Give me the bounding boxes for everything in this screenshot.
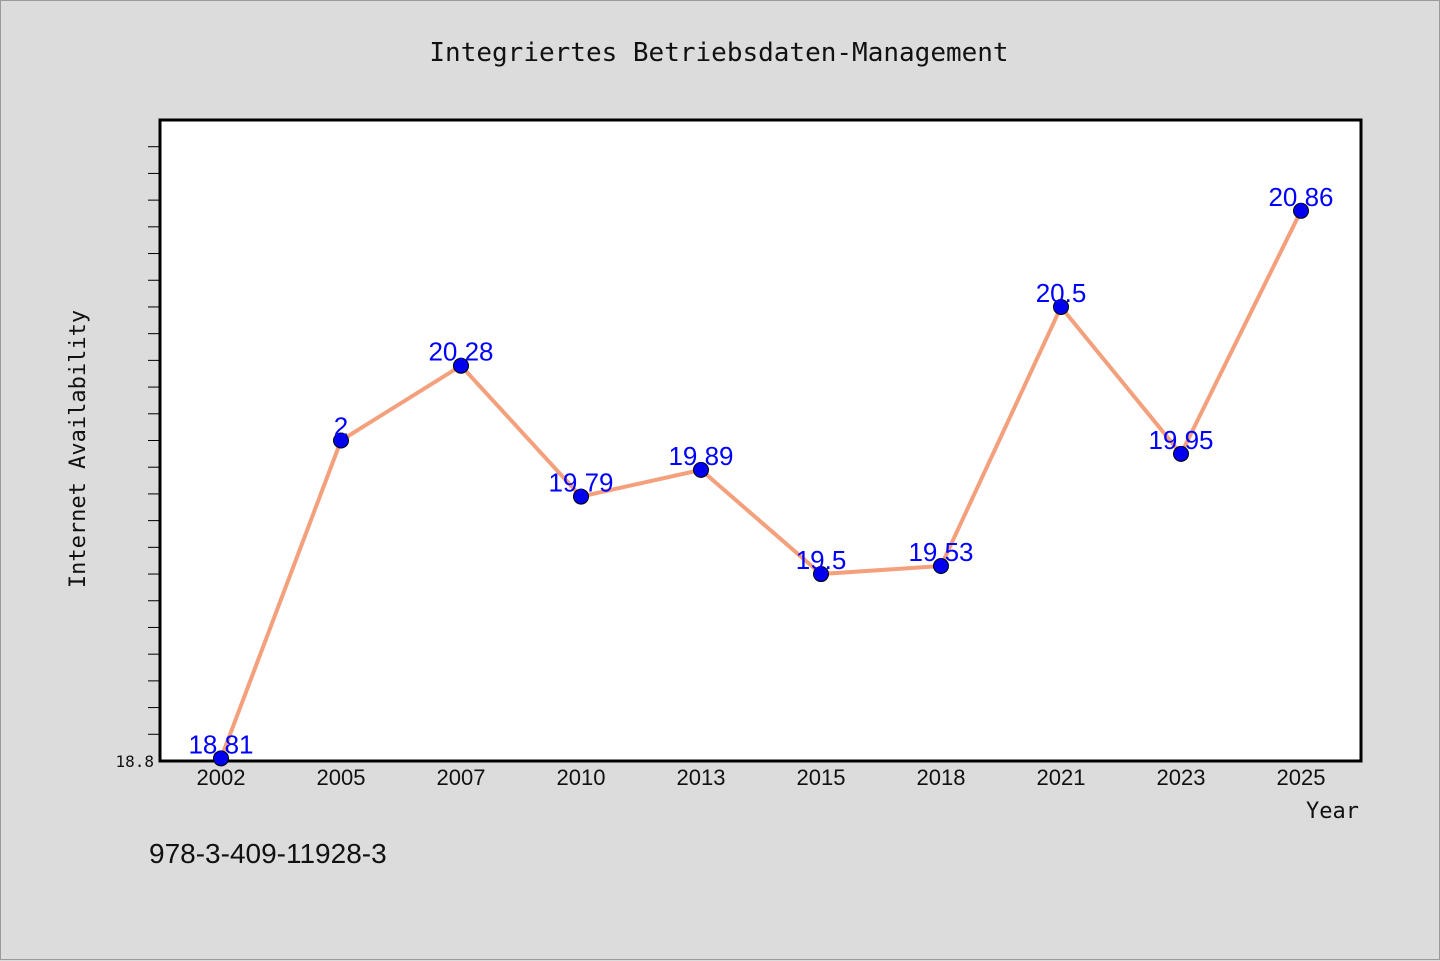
data-labels-group: 18.81 2 20.28 19.79 19.89 19.5 19.53 20.5 19.95 2…	[188, 182, 1333, 760]
series-line	[219, 209, 1303, 760]
x-tick-label: 2013	[677, 765, 726, 790]
y-axis-label: Internet Availability	[66, 310, 91, 588]
data-label: 18.81	[188, 729, 253, 759]
x-tick-label: 2025	[1277, 765, 1326, 790]
data-point	[573, 488, 589, 505]
x-tick-label: 2002	[197, 765, 246, 790]
chart-title: Integriertes Betriebsdaten-Management	[429, 38, 1008, 68]
data-label: 20.5	[1036, 278, 1087, 308]
x-tick-label: 2010	[557, 765, 606, 790]
x-tick-label: 2023	[1157, 765, 1206, 790]
x-tick-label: 2018	[917, 765, 966, 790]
data-label: 19.5	[796, 545, 847, 575]
x-tick-label: 2021	[1037, 765, 1086, 790]
data-point	[453, 357, 469, 374]
series-group	[213, 202, 1309, 767]
x-tick-label: 2015	[797, 765, 846, 790]
data-label: 19.79	[548, 468, 613, 498]
data-point	[1293, 202, 1309, 219]
data-label: 2	[334, 412, 348, 442]
x-tick-label: 2005	[317, 765, 366, 790]
data-label: 19.53	[908, 537, 973, 567]
data-label: 20.28	[428, 337, 493, 367]
data-point	[1053, 298, 1069, 315]
y-axis-ticks: 18.8	[115, 146, 160, 771]
x-axis-label: Year	[1306, 799, 1359, 824]
data-point	[933, 558, 949, 575]
data-point	[693, 461, 709, 478]
data-point	[1173, 445, 1189, 462]
x-tick-label: 2007	[437, 765, 486, 790]
data-point	[213, 750, 229, 767]
x-axis-ticks: 2002 2005 2007 2010 2013 2015 2018 2021 2023 2025	[197, 765, 1326, 790]
plot-area	[158, 118, 1363, 763]
data-label: 19.89	[668, 441, 733, 471]
y-tick-label: 18.8	[115, 752, 154, 771]
data-label: 20.86	[1268, 182, 1333, 212]
isbn-text: 978-3-409-11928-3	[149, 838, 387, 869]
data-point	[813, 566, 829, 583]
data-point	[333, 432, 349, 449]
data-label: 19.95	[1148, 425, 1213, 455]
